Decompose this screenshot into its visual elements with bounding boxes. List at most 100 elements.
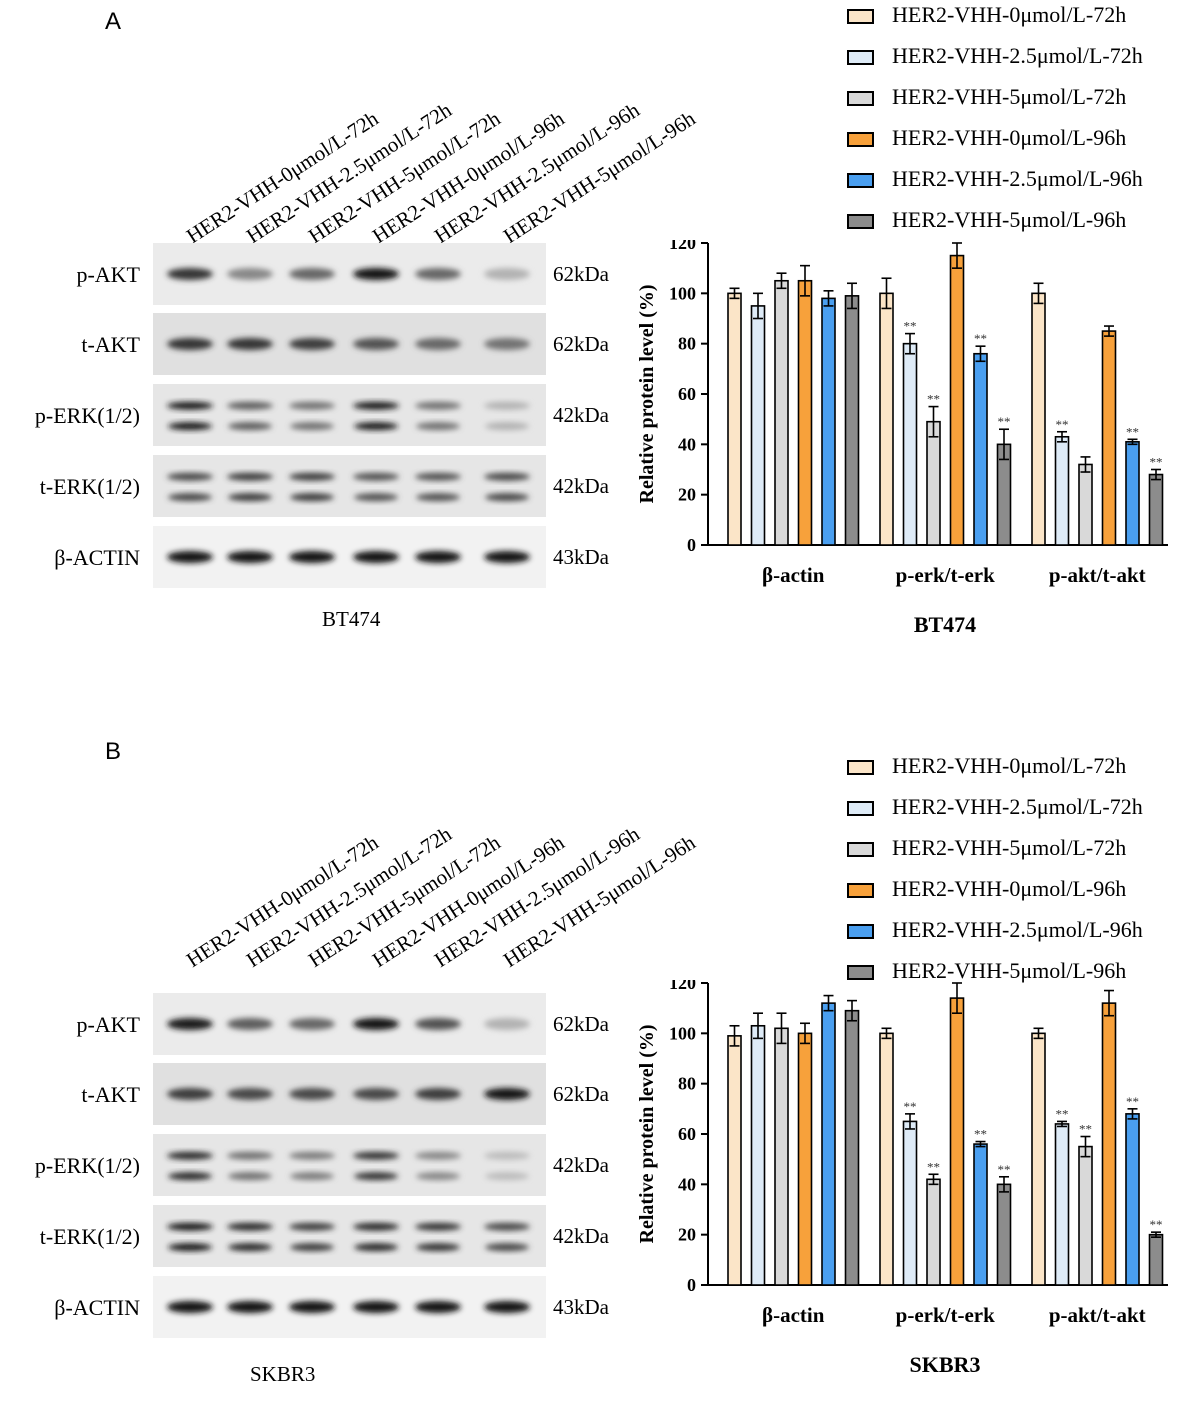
legend-label: HER2-VHH-2.5μmol/L-96h [892, 917, 1143, 942]
bar [1148, 473, 1164, 546]
blot-band [227, 1088, 273, 1100]
blot-band [415, 1018, 461, 1030]
blot-band [484, 551, 530, 563]
blot-band [415, 268, 461, 280]
bar [1054, 1123, 1070, 1286]
blot-band [415, 472, 461, 481]
legend-swatch [847, 801, 874, 816]
y-tick-label: 0 [687, 1275, 696, 1295]
blot-band [415, 551, 461, 563]
blot-band [227, 268, 273, 280]
y-axis-label: Relative protein level (%) [636, 284, 658, 503]
blot-band [353, 1088, 399, 1100]
blot-band [228, 493, 272, 502]
y-tick-label: 120 [669, 240, 696, 253]
blot-band [484, 1088, 530, 1100]
bar [750, 1024, 766, 1286]
blot-band [167, 401, 213, 410]
blot-row-label: p-ERK(1/2) [34, 403, 140, 428]
legend-label: HER2-VHH-0μmol/L-96h [892, 876, 1127, 901]
blot-band [167, 551, 213, 563]
bar [949, 254, 965, 546]
significance-marker: ** [904, 319, 917, 334]
bar [1101, 1002, 1117, 1286]
blot-band [289, 551, 335, 563]
blot-band [289, 1301, 335, 1313]
blot-strip [153, 1063, 546, 1125]
blot-image [153, 1276, 546, 1338]
significance-marker: ** [927, 1159, 940, 1174]
blot-band [290, 493, 334, 502]
blot-band [484, 1301, 530, 1313]
blot-band [484, 1222, 530, 1231]
blot-band [485, 1243, 529, 1252]
blot-image [153, 526, 546, 588]
blot-band [168, 1172, 212, 1181]
blot-band [353, 1151, 399, 1160]
blot-band [484, 472, 530, 481]
blot-cell-line-label: BT474 [322, 607, 381, 631]
blot-band [416, 493, 460, 502]
y-tick-label: 20 [678, 1225, 696, 1245]
blot-band [167, 1018, 213, 1030]
legend-swatch [847, 924, 874, 939]
blot-band [227, 1018, 273, 1030]
x-tick-label: p-erk/t-erk [896, 1303, 995, 1327]
blot-row-label: t-AKT [81, 1082, 140, 1107]
bar [996, 1183, 1012, 1286]
blot-band [484, 401, 530, 410]
bar [926, 1178, 941, 1286]
blot-strip [153, 1276, 546, 1338]
legend-label: HER2-VHH-2.5μmol/L-72h [892, 43, 1143, 68]
bar [902, 342, 918, 546]
x-tick-label: p-akt/t-akt [1049, 563, 1146, 587]
y-tick-label: 60 [678, 1124, 696, 1144]
blot-row-label: t-ERK(1/2) [39, 1224, 140, 1249]
blot-strip [153, 455, 546, 517]
bar [902, 1120, 918, 1286]
legend-swatch [847, 9, 874, 24]
x-tick-label: β-actin [762, 1303, 825, 1327]
y-tick-label: 60 [678, 384, 696, 404]
panel-b: B HER2-VHH-0μmol/L-72h HER2-VHH-2.5μmol/L… [0, 730, 1182, 1420]
legend-label: HER2-VHH-0μmol/L-72h [892, 2, 1127, 27]
blot-band [227, 1222, 273, 1231]
blot-row-label: β-ACTIN [54, 1295, 140, 1320]
blot-band [167, 1222, 213, 1231]
blot-row-label: p-AKT [76, 262, 140, 287]
significance-marker: ** [1126, 1094, 1139, 1109]
blot-strip [153, 526, 546, 588]
blot-band [167, 472, 213, 481]
blot-band [227, 338, 273, 350]
blot-band [353, 472, 399, 481]
legend-label: HER2-VHH-5μmol/L-96h [892, 207, 1127, 232]
significance-marker: ** [1150, 1217, 1163, 1232]
blot-strip [153, 1205, 546, 1267]
blot-image [153, 243, 546, 305]
blot-band [353, 1018, 399, 1030]
blot-image [153, 1205, 546, 1267]
molecular-weight-label: 42kDa [553, 403, 609, 427]
x-tick-label: β-actin [762, 563, 825, 587]
blot-strip [153, 243, 546, 305]
legend-label: HER2-VHH-0μmol/L-72h [892, 753, 1127, 778]
blot-row-label: t-AKT [81, 332, 140, 357]
bar [727, 1035, 742, 1286]
y-tick-label: 40 [678, 1174, 696, 1194]
blot-strip [153, 1134, 546, 1196]
chart-title: BT474 [914, 612, 976, 637]
blot-band [484, 338, 530, 350]
bar [1078, 463, 1093, 546]
bar [821, 297, 836, 546]
legend-label: HER2-VHH-0μmol/L-96h [892, 125, 1127, 150]
bar [879, 292, 894, 546]
significance-marker: ** [1150, 455, 1163, 470]
blot-band [485, 422, 529, 431]
molecular-weight-label: 62kDa [553, 1012, 609, 1036]
significance-marker: ** [998, 414, 1011, 429]
blot-band [415, 1088, 461, 1100]
y-axis-label: Relative protein level (%) [636, 1024, 658, 1243]
blot-band [227, 1301, 273, 1313]
legend-swatch [847, 883, 874, 898]
legend-label: HER2-VHH-2.5μmol/L-72h [892, 794, 1143, 819]
